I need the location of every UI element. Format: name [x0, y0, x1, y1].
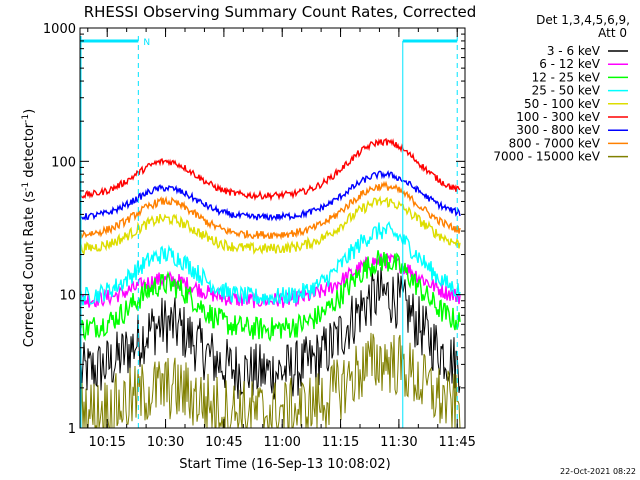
y-axis-label-sup1: -1	[21, 182, 31, 191]
y-axis-label-main: Corrected Count Rate (s	[22, 191, 37, 348]
y-tick-label: 1	[68, 422, 76, 437]
x-tick-label: 11:30	[380, 435, 417, 450]
series-line-9	[80, 332, 461, 429]
legend-label-5: 50 - 100 keV	[524, 97, 601, 111]
plot-frame	[79, 27, 466, 429]
series-line-3	[80, 250, 461, 342]
y-axis-label-end: )	[22, 109, 37, 114]
series-line-4	[80, 220, 461, 306]
legend-header-line1: Det 1,3,4,5,6,9,	[536, 13, 630, 27]
legend-label-8: 800 - 7000 keV	[509, 136, 601, 150]
flag-marker-label: N	[143, 38, 150, 48]
legend-label-9: 7000 - 15000 keV	[493, 150, 600, 164]
plot-area: N 1 10 100 1000 10:15 10:30 10:45 11:00 11:15 11:3…	[43, 22, 476, 450]
legend-label-2: 6 - 12 keV	[539, 57, 601, 71]
x-tick-label: 11:45	[438, 435, 475, 450]
x-tick-label: 10:45	[205, 435, 242, 450]
x-tick-label: 10:30	[147, 435, 184, 450]
legend-label-7: 300 - 800 keV	[516, 123, 600, 137]
y-tick-label: 1000	[43, 22, 76, 37]
legend-label-1: 3 - 6 keV	[547, 44, 601, 58]
y-axis-label: Corrected Count Rate (s-1 detector-1)	[21, 109, 37, 347]
y-axis-label-sup2: -1	[21, 114, 31, 123]
chart-title: RHESSI Observing Summary Count Rates, Co…	[84, 3, 477, 21]
y-tick-label: 100	[51, 155, 76, 170]
series-line-5	[80, 195, 461, 256]
legend-label-4: 25 - 50 keV	[532, 84, 601, 98]
x-axis-label: Start Time (16-Sep-13 10:08:02)	[179, 457, 390, 472]
series-line-8	[80, 180, 461, 241]
series-line-7	[80, 169, 461, 222]
legend-label-3: 12 - 25 keV	[532, 70, 601, 84]
y-axis-label-mid: detector	[22, 122, 37, 182]
footer-date: 22-Oct-2021 08:22	[560, 467, 636, 476]
series-line-1	[80, 267, 461, 400]
series-line-6	[80, 137, 461, 202]
legend-header-line2: Att 0	[598, 26, 627, 40]
x-tick-label: 11:00	[263, 435, 300, 450]
legend-label-6: 100 - 300 keV	[516, 110, 600, 124]
y-tick-label: 10	[59, 289, 76, 304]
x-tick-label: 11:15	[322, 435, 359, 450]
x-tick-label: 10:15	[88, 435, 125, 450]
